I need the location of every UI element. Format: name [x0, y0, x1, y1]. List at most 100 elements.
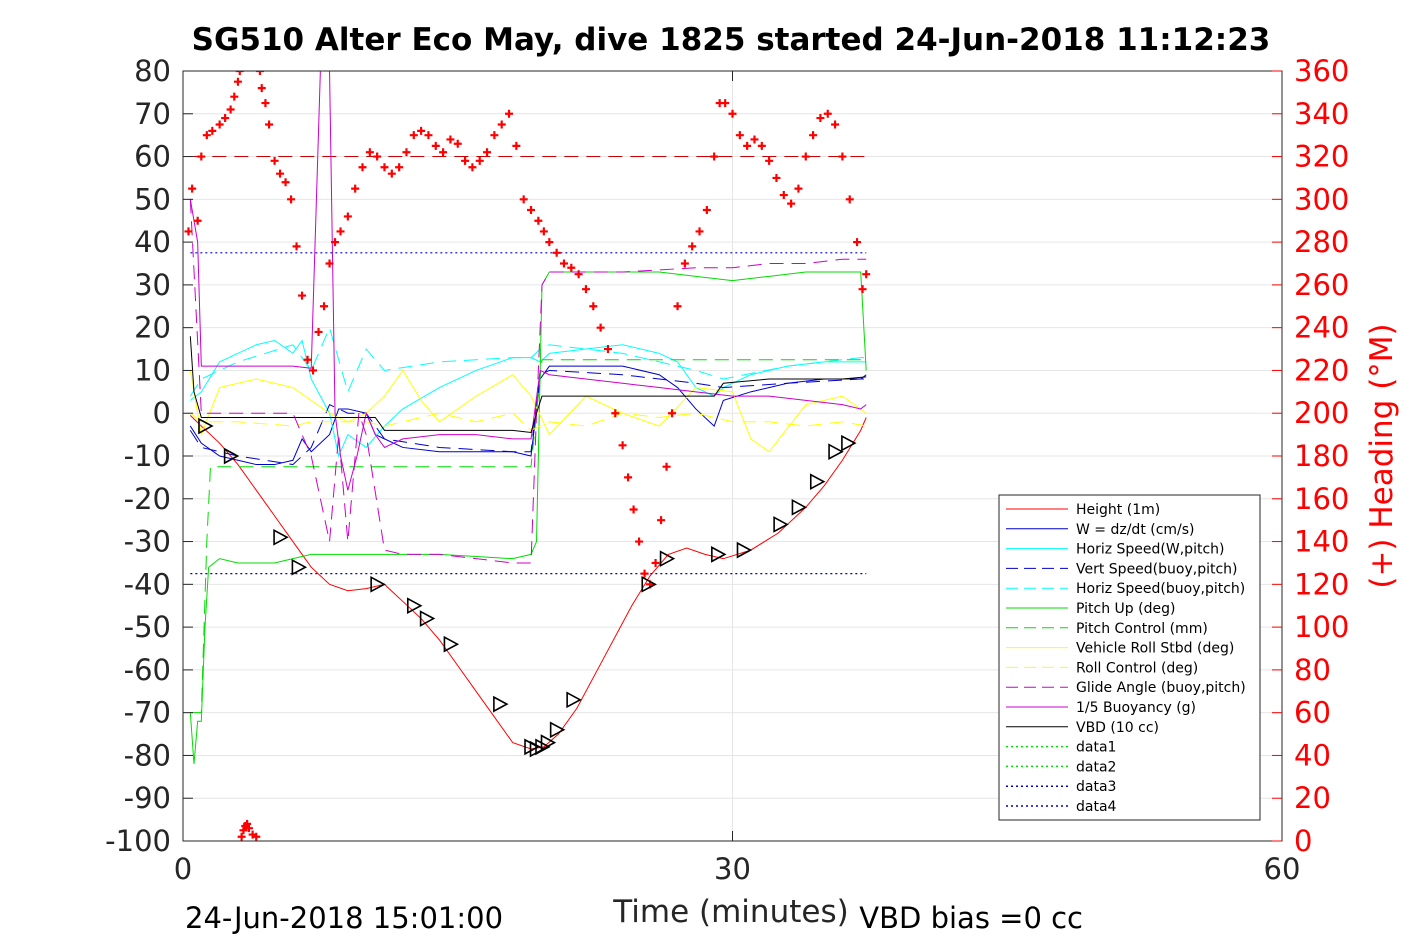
- heading-point: [439, 148, 448, 157]
- series-line-9: [189, 199, 867, 564]
- heading-point: [257, 84, 266, 93]
- left-tick-label: -80: [124, 738, 171, 772]
- left-tick-label: -60: [124, 653, 171, 687]
- heading-point: [270, 156, 279, 165]
- right-tick-label: 60: [1294, 696, 1331, 730]
- heading-point: [193, 216, 202, 225]
- heading-point: [765, 156, 774, 165]
- left-tick-label: -20: [124, 482, 171, 516]
- left-tick-label: -50: [124, 610, 171, 644]
- heading-point: [292, 242, 301, 251]
- heading-point: [483, 148, 492, 157]
- time-marker: [443, 635, 460, 653]
- heading-point: [519, 195, 528, 204]
- heading-point: [787, 199, 796, 208]
- heading-point: [581, 285, 590, 294]
- time-marker: [291, 558, 308, 576]
- heading-point: [772, 173, 781, 182]
- heading-point: [750, 135, 759, 144]
- heading-point: [243, 819, 252, 828]
- time-marker: [370, 575, 386, 593]
- legend-label: Horiz Speed(buoy,pitch): [1076, 581, 1245, 597]
- heading-point: [816, 114, 825, 123]
- right-tick-label: 220: [1294, 353, 1349, 387]
- heading-point: [662, 462, 671, 471]
- time-marker: [540, 734, 557, 751]
- heading-point: [721, 99, 730, 108]
- heading-point: [574, 270, 583, 279]
- left-tick-label: 20: [134, 311, 171, 345]
- heading-point: [417, 126, 426, 135]
- heading-point: [325, 259, 334, 268]
- x-tick-label: 30: [714, 852, 751, 886]
- footer-timestamp: 24-Jun-2018 15:01:00: [185, 901, 503, 935]
- time-marker: [566, 691, 582, 709]
- heading-point: [365, 148, 374, 157]
- right-tick-label: 340: [1294, 97, 1349, 131]
- heading-point: [490, 131, 499, 140]
- time-marker: [273, 528, 289, 546]
- heading-point: [402, 148, 411, 157]
- left-tick-label: 40: [134, 225, 171, 259]
- heading-point: [673, 302, 682, 311]
- heading-point: [424, 131, 433, 140]
- heading-point: [358, 163, 367, 172]
- heading-point: [336, 227, 345, 236]
- heading-point: [373, 152, 382, 161]
- series-line-3: [189, 369, 867, 466]
- x-axis: 0 30 60: [174, 71, 1300, 886]
- heading-point: [527, 206, 536, 215]
- right-tick-label: 180: [1294, 439, 1349, 473]
- heading-point: [446, 135, 455, 144]
- heading-point: [331, 238, 340, 247]
- heading-point: [862, 270, 871, 279]
- heading-point: [303, 355, 312, 364]
- heading-point: [261, 99, 270, 108]
- heading-point: [215, 120, 224, 129]
- time-marker: [549, 721, 566, 739]
- left-tick-label: -40: [124, 567, 171, 601]
- right-tick-label: 200: [1294, 396, 1349, 430]
- heading-point: [230, 92, 239, 101]
- time-marker: [711, 546, 727, 563]
- right-tick-label: 80: [1294, 653, 1331, 687]
- heading-point: [611, 409, 620, 418]
- heading-point: [475, 156, 484, 165]
- heading-point: [651, 558, 660, 567]
- heading-point: [188, 184, 197, 193]
- heading-point: [743, 141, 752, 150]
- heading-point: [552, 248, 561, 257]
- heading-point: [409, 131, 418, 140]
- time-marker: [223, 447, 240, 465]
- heading-point: [244, 824, 253, 833]
- heading-point: [512, 141, 521, 150]
- time-marker: [773, 516, 789, 533]
- heading-point: [505, 109, 514, 118]
- plot-content: [184, 71, 871, 841]
- right-tick-label: 100: [1294, 610, 1349, 644]
- heading-point: [779, 191, 788, 200]
- heading-point: [640, 569, 649, 578]
- heading-point: [596, 323, 605, 332]
- heading-point: [567, 263, 576, 272]
- right-tick-label: 140: [1294, 525, 1349, 559]
- heading-point: [237, 832, 246, 841]
- heading-point: [197, 152, 206, 161]
- heading-point: [545, 238, 554, 247]
- heading-point: [603, 345, 612, 354]
- time-marker: [809, 473, 826, 491]
- heading-point: [629, 505, 638, 514]
- left-tick-label: 50: [134, 182, 171, 216]
- heading-point: [624, 473, 633, 482]
- legend-label: Vehicle Roll Stbd (deg): [1076, 641, 1234, 657]
- legend-label: data1: [1076, 740, 1116, 756]
- heading-point: [309, 366, 318, 375]
- heading-point: [184, 227, 193, 236]
- heading-point: [618, 441, 627, 450]
- right-axis: 3603403203002802602402202001801601401201…: [1272, 54, 1349, 858]
- time-marker: [419, 610, 436, 627]
- left-tick-label: 0: [153, 396, 171, 430]
- time-marker: [641, 575, 657, 593]
- left-tick-label: -90: [124, 781, 171, 815]
- right-tick-label: 260: [1294, 268, 1349, 302]
